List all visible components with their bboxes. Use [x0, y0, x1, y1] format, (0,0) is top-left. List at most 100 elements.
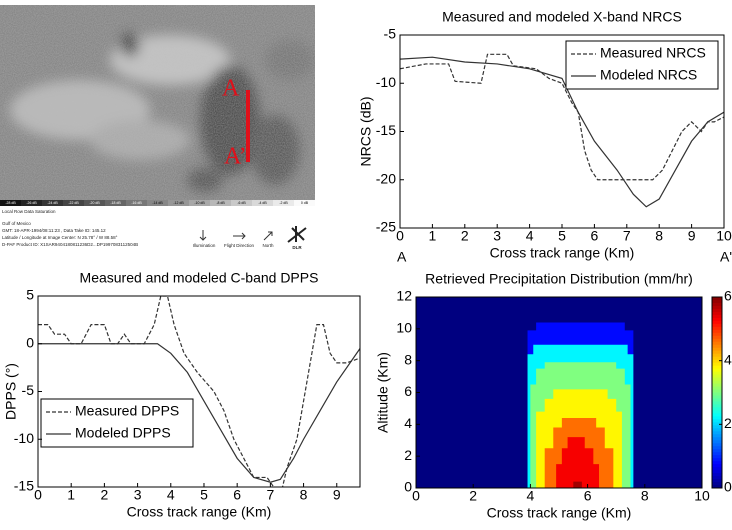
y-axis-label: Altitude (Km)	[375, 352, 391, 433]
colorbar-cell	[712, 419, 722, 423]
colorbar-cell	[712, 485, 722, 489]
colorbar-cell	[712, 302, 722, 307]
colorbar-cell	[712, 332, 722, 337]
strip-label: -6 dB	[237, 201, 246, 205]
colorbar-cell	[712, 452, 722, 456]
y-tick-label: 10	[396, 320, 412, 336]
colorbar-cell	[712, 317, 722, 322]
x-tick-label: 10	[694, 488, 710, 504]
colorbar-cell	[712, 458, 722, 462]
strip-label: -20 dB	[89, 201, 100, 205]
colorbar-cell	[712, 353, 722, 358]
y-tick-label: 8	[404, 351, 412, 367]
legend-label: Measured NRCS	[600, 45, 706, 61]
grey-scale-strip: -28 dB -26 dB -24 dB -22 dB -20 dB -18 dB -16 …	[0, 200, 315, 206]
x-tick-label: 1	[67, 487, 75, 503]
strip-cell	[21, 200, 42, 206]
icon-label: North	[262, 243, 274, 248]
strip-label: -22 dB	[68, 201, 79, 205]
icon	[233, 232, 246, 240]
colorbar-tick-label: 40	[724, 351, 732, 367]
colorbar-cell	[712, 440, 722, 444]
strip-label: -2 dB	[279, 201, 288, 205]
strip-label: -16 dB	[131, 201, 142, 205]
icon-label: Flight Direction	[224, 243, 255, 248]
colorbar-cell	[712, 431, 722, 435]
strip-cell	[168, 200, 189, 206]
marker-end: A’	[224, 144, 247, 170]
x-tick-label: 0	[34, 487, 42, 503]
colorbar-cell	[712, 377, 722, 382]
strip-cell	[252, 200, 273, 206]
colorbar-cell	[712, 329, 722, 334]
legend-box	[40, 398, 194, 448]
y-tick-label: -15	[376, 122, 396, 138]
x-tick-label: 6	[233, 487, 241, 503]
colorbar-cell	[712, 365, 722, 370]
y-tick-label: 12	[396, 288, 412, 304]
x-axis-label: Cross track range (Km)	[127, 504, 272, 520]
x-tick-label: 6	[591, 228, 599, 244]
logo: DLR	[292, 245, 302, 250]
x-tick-label: 2	[100, 487, 108, 503]
strip-cell	[42, 200, 63, 206]
colorbar-tick-label: 60	[724, 288, 732, 304]
colorbar-cell	[712, 479, 722, 483]
colorbar-cell	[712, 401, 722, 405]
colorbar-cell	[712, 356, 722, 361]
colorbar-cell	[712, 482, 722, 486]
colorbar-frame	[711, 296, 723, 489]
legend-label: Modeled DPPS	[75, 425, 171, 441]
strip-cell	[105, 200, 126, 206]
strip-cell	[84, 200, 105, 206]
plot-area	[416, 297, 702, 488]
colorbar-cell	[712, 455, 722, 459]
metadata: Local Row Data Saturation Gulf of Mexico…	[2, 209, 307, 250]
colorbar-cell	[712, 446, 722, 450]
colorbar-cell	[712, 410, 722, 414]
x-axis-label: Cross track range (Km)	[490, 245, 635, 261]
x-tick-label: 6	[584, 488, 592, 504]
x-tick-label: 10	[716, 228, 732, 244]
colorbar-cell	[712, 449, 722, 453]
strip-label: -28 dB	[5, 201, 16, 205]
x-tick-label: 4	[527, 488, 535, 504]
marker-start: A	[222, 76, 240, 102]
y-tick-label: 4	[404, 415, 412, 431]
x-tick-label: 8	[300, 487, 308, 503]
colorbar-cell	[712, 338, 722, 343]
colorbar-cell	[712, 425, 722, 429]
colorbar-cell	[712, 422, 722, 426]
strip-cell	[147, 200, 168, 206]
x-tick-label: 7	[266, 487, 274, 503]
colorbar-cell	[712, 371, 722, 376]
colorbar-cell	[712, 359, 722, 364]
metadata-line: D-PAF Product ID: X1SAR9404180811236D2..…	[2, 242, 138, 247]
colorbar-cell	[712, 389, 722, 393]
strip-label: -14 dB	[152, 201, 163, 205]
x-tick-label: 5	[200, 487, 208, 503]
colorbar-cell	[712, 323, 722, 328]
icon-label: Illumination	[193, 243, 216, 248]
x-tick-label: 1	[429, 228, 437, 244]
colorbar-tick-label: 20	[724, 415, 732, 431]
strip-label: -26 dB	[26, 201, 37, 205]
strip-label: -4 dB	[258, 201, 267, 205]
data-line	[400, 53, 724, 181]
precip-region	[573, 481, 582, 488]
colorbar-cell	[712, 416, 722, 420]
x-tick-label: 3	[134, 487, 142, 503]
x-tick-label: 2	[469, 488, 477, 504]
colorbar-cell	[712, 407, 722, 411]
colorbar-cell	[712, 464, 722, 468]
y-axis-label: NRCS (dB)	[358, 96, 374, 166]
plot-area	[400, 53, 724, 208]
colorbar-cell	[712, 404, 722, 408]
precip-region	[556, 437, 600, 488]
y-tick-label: 2	[404, 447, 412, 463]
icon	[263, 231, 273, 241]
x-tick-label: 7	[623, 228, 631, 244]
colorbar-cell	[712, 305, 722, 310]
data-line	[400, 56, 724, 208]
